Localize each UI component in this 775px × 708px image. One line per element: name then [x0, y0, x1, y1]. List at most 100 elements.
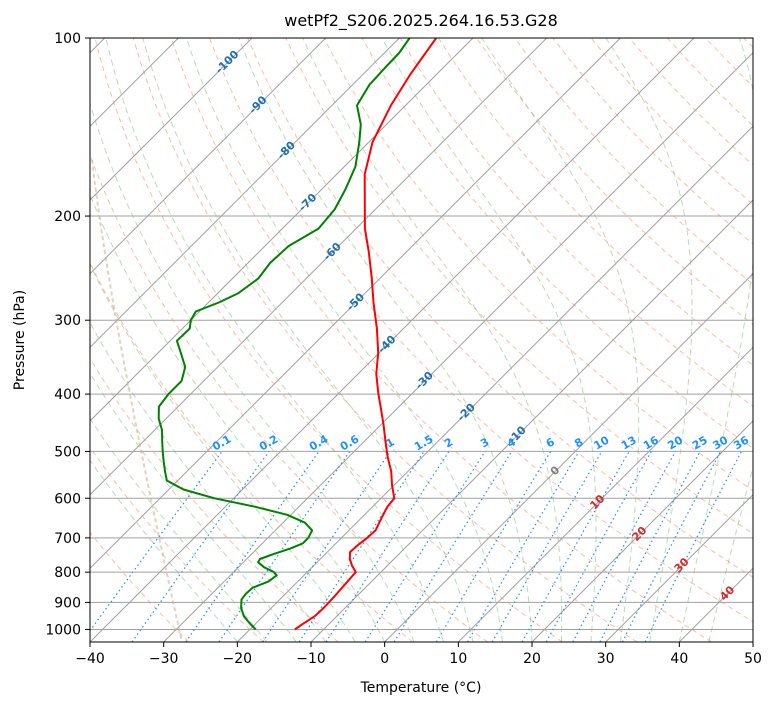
moist-adiabat-line	[708, 465, 753, 642]
mixing-ratio-label: 0.1	[210, 432, 233, 453]
isotherm-line	[310, 199, 753, 642]
dry-adiabat-line	[552, 38, 753, 245]
dry-adiabat-line	[94, 38, 563, 642]
moist-adiabat-line	[90, 193, 386, 642]
mixing-ratio-line	[466, 451, 580, 642]
x-tick-label: −40	[75, 651, 105, 667]
y-tick-label: 1000	[45, 622, 81, 638]
mixing-ratio-label: 30	[711, 433, 731, 452]
mixing-ratio-line	[185, 451, 320, 642]
x-tick-label: 10	[449, 651, 467, 667]
y-tick-label: 700	[54, 531, 81, 547]
dry-adiabat-line	[90, 357, 339, 642]
moist-adiabat-line	[302, 38, 563, 642]
mixing-ratio-line	[90, 451, 223, 632]
mixing-ratio-line	[545, 451, 652, 642]
y-axis-label: Pressure (hPa)	[12, 290, 28, 390]
dry-adiabat-line	[590, 38, 753, 206]
mixing-ratio-label: 10	[592, 433, 612, 452]
y-tick-label: 800	[54, 565, 81, 581]
isotherm-line	[90, 38, 400, 349]
dry-adiabat-line	[132, 38, 638, 642]
dry-adiabat-line	[170, 38, 712, 642]
moist-adiabat-line	[90, 263, 356, 642]
isotherm-line	[90, 38, 253, 201]
dry-adiabat-line	[247, 38, 753, 578]
isotherm-line	[752, 641, 753, 642]
dry-adiabat-line	[90, 446, 264, 642]
temperature-line	[294, 38, 438, 631]
mixing-ratio-label: 0.6	[338, 432, 362, 453]
isotherm-line	[605, 493, 753, 642]
moist-adiabat-line	[90, 321, 327, 642]
mixing-ratio-line	[599, 451, 701, 642]
isotherm-line	[90, 38, 474, 422]
mixing-ratio-line	[572, 451, 677, 642]
y-tick-label: 600	[54, 491, 81, 507]
mixing-ratio-line	[262, 451, 391, 642]
dewpoint-line	[157, 38, 411, 631]
isotherm-label: -30	[413, 369, 436, 392]
mixing-ratio-label: 0.4	[307, 432, 331, 453]
dry-adiabat-line	[90, 153, 488, 642]
x-tick-label: 50	[744, 651, 762, 667]
x-tick-label: −10	[296, 651, 326, 667]
y-axis-ticks: 100 200 300 400 500 600 700 800 900 1000	[45, 31, 90, 638]
mixing-ratio-line	[435, 451, 552, 642]
mixing-ratio-label: 2	[442, 435, 455, 450]
moist-adiabat-line	[186, 38, 503, 642]
isotherm-line	[90, 38, 621, 570]
plot-frame	[89, 37, 754, 643]
moist-adiabat-line	[678, 38, 753, 642]
moist-adiabat-line	[90, 459, 238, 642]
y-tick-label: 400	[54, 387, 81, 403]
warm-isotherm-label: 40	[717, 583, 737, 603]
y-tick-label: 100	[54, 31, 81, 47]
moist-adiabat-line	[605, 38, 693, 642]
x-tick-label: −20	[223, 651, 253, 667]
mixing-ratio-line	[644, 451, 743, 642]
tan-reference-curve	[91, 159, 183, 642]
isotherm-line	[90, 38, 548, 496]
isotherm-line	[531, 420, 753, 642]
moist-adiabat-line	[381, 38, 597, 642]
mixing-ratio-label: 6	[544, 435, 557, 450]
pressure-grid	[90, 38, 753, 630]
dry-adiabat-line	[437, 38, 753, 366]
x-tick-label: 0	[380, 651, 389, 667]
x-axis-ticks: −40 −30 −20 −10 0 10 20 30 40 50	[75, 642, 762, 667]
y-tick-label: 900	[54, 595, 81, 611]
y-tick-label: 200	[54, 209, 81, 225]
dry-adiabat-line	[743, 38, 753, 49]
mixing-ratio-lines	[90, 451, 743, 642]
mixing-ratio-label: 25	[690, 434, 710, 453]
dry-adiabat-line	[667, 38, 753, 127]
mixing-ratio-line	[218, 451, 351, 642]
y-tick-label: 300	[54, 313, 81, 329]
x-tick-label: −30	[149, 651, 179, 667]
mixing-ratio-line	[325, 451, 450, 642]
moist-adiabats	[90, 38, 753, 642]
x-axis-label: Temperature (°C)	[360, 680, 482, 696]
isotherm-line	[90, 38, 327, 275]
mixing-ratio-line	[131, 451, 270, 642]
mixing-ratio-line	[364, 451, 486, 642]
x-tick-label: 40	[670, 651, 688, 667]
dry-adiabat-line	[90, 261, 414, 642]
mixing-ratio-label: 36	[731, 433, 751, 452]
chart-title: wetPf2_S206.2025.264.16.53.G28	[284, 11, 558, 31]
isotherm-line	[457, 346, 753, 642]
mixing-ratio-label: 3	[478, 435, 491, 450]
mixing-ratio-line	[393, 451, 513, 642]
isotherm-line	[90, 38, 695, 642]
dry-adiabat-line	[90, 531, 190, 642]
isotherm-grid	[90, 38, 753, 642]
profile-series	[157, 38, 438, 631]
x-tick-label: 30	[597, 651, 615, 667]
dry-adiabat-line	[209, 38, 753, 623]
moist-adiabat-line	[238, 38, 533, 642]
dry-adiabat-line	[705, 38, 753, 88]
mixing-ratio-label: 16	[641, 433, 661, 452]
isotherm-line	[384, 272, 753, 642]
